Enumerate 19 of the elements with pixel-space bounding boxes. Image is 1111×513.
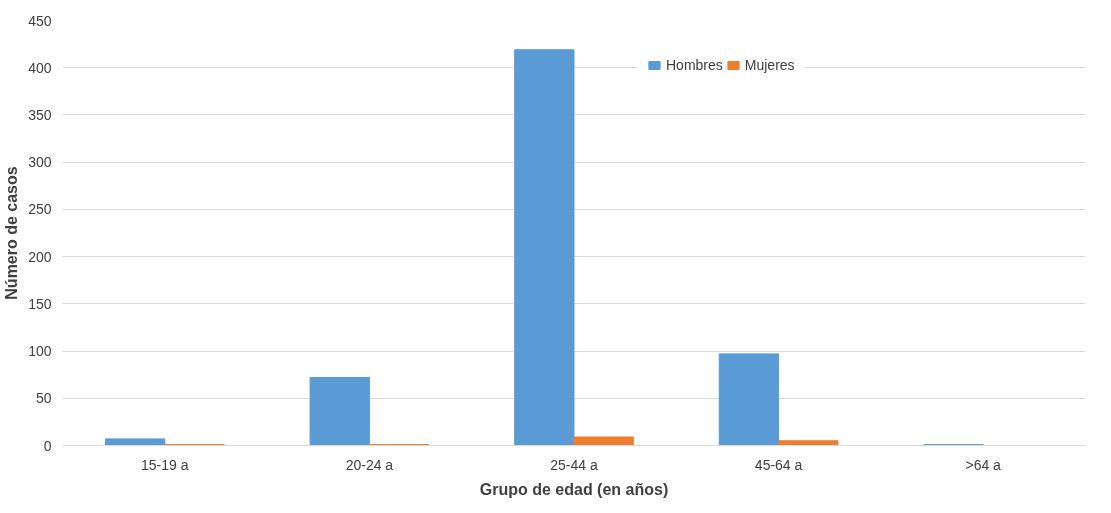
y-tick-label: 50 [35,390,52,407]
x-tick-label: 20-24 a [345,456,394,473]
y-axis-title: Número de casos [3,166,21,300]
legend-label: Hombres [666,57,723,73]
x-tick-label: 25-44 a [550,456,598,473]
y-tick-label: 350 [28,106,52,123]
y-tick-label: 0 [43,437,52,454]
y-tick-label: 300 [28,154,52,171]
y-tick-label: 450 [28,12,52,29]
y-tick-label: 150 [28,295,52,312]
x-axis-title: Grupo de edad (en años) [479,480,669,498]
y-tick-label: 200 [28,248,52,265]
x-tick-label: >64 a [965,456,1002,473]
y-tick-label: 400 [28,59,52,76]
x-tick-label: 45-64 a [754,456,803,473]
legend-label: Mujeres [744,57,795,73]
x-tick-label: 15-19 a [141,456,189,473]
y-tick-label: 100 [28,343,52,360]
y-tick-label: 250 [28,201,52,218]
